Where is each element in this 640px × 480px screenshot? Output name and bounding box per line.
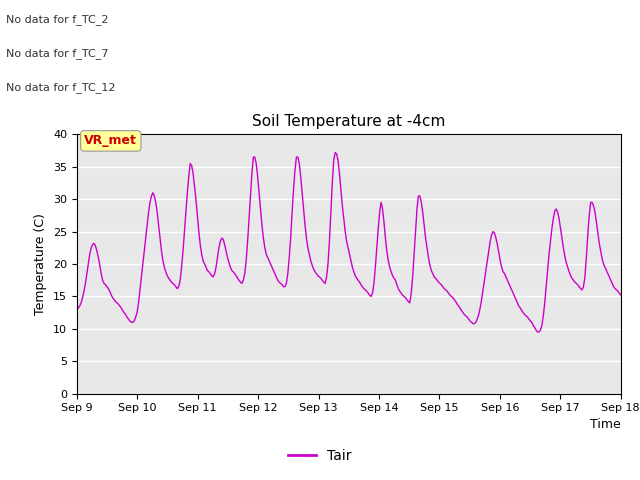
Text: No data for f_TC_12: No data for f_TC_12 bbox=[6, 82, 116, 93]
Legend: Tair: Tair bbox=[283, 443, 357, 468]
Text: Time: Time bbox=[590, 418, 621, 431]
Text: No data for f_TC_2: No data for f_TC_2 bbox=[6, 14, 109, 25]
Text: No data for f_TC_7: No data for f_TC_7 bbox=[6, 48, 109, 59]
Title: Soil Temperature at -4cm: Soil Temperature at -4cm bbox=[252, 114, 445, 129]
Text: VR_met: VR_met bbox=[84, 134, 137, 147]
Y-axis label: Temperature (C): Temperature (C) bbox=[35, 213, 47, 315]
